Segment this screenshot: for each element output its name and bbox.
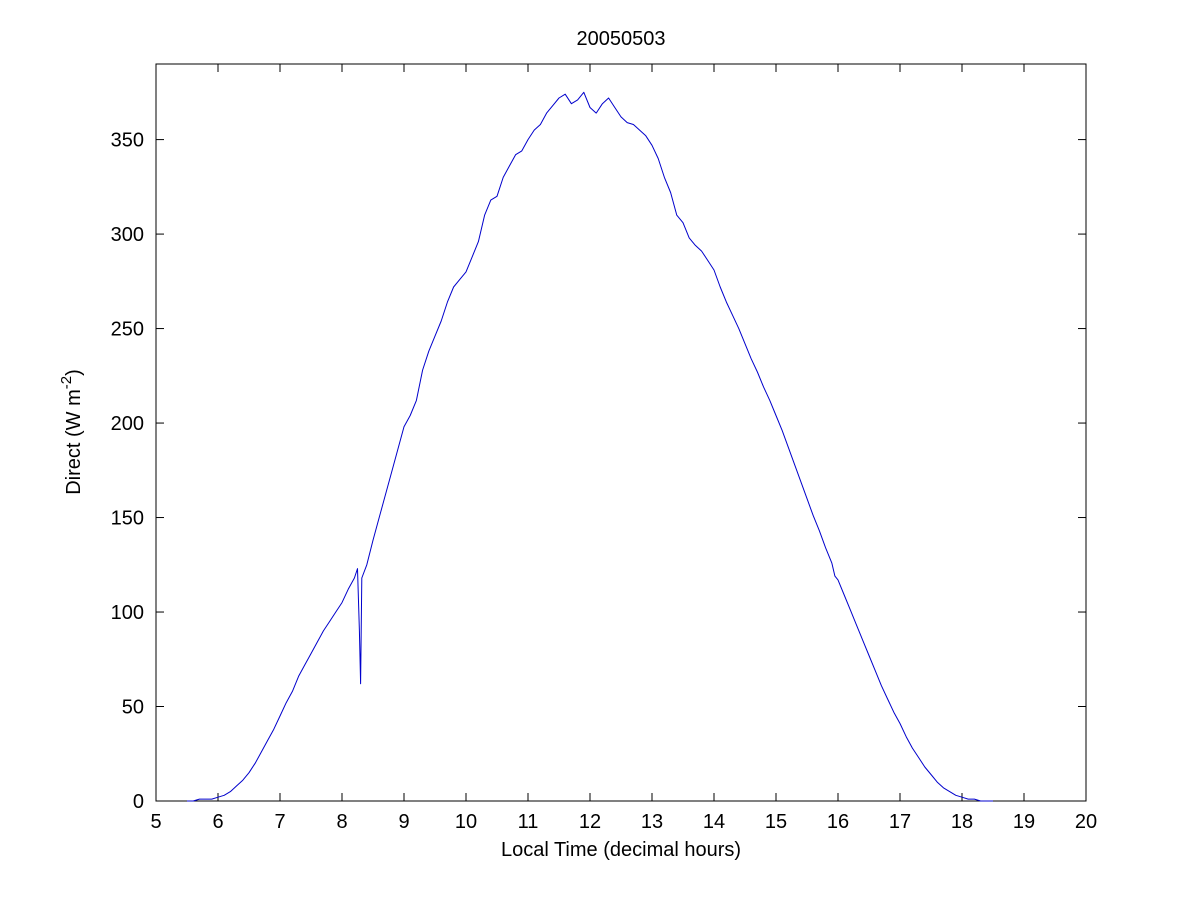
y-label-superscript: -2 (58, 376, 75, 389)
x-tick-label: 12 (579, 811, 601, 833)
y-tick-label: 300 (111, 224, 144, 246)
x-tick-label: 16 (827, 811, 849, 833)
y-tick-label: 0 (133, 791, 144, 813)
x-tick-label: 13 (641, 811, 663, 833)
plot-box (155, 63, 1087, 802)
chart-title: 20050503 (577, 28, 666, 50)
x-tick-label: 17 (889, 811, 911, 833)
x-tick-label: 5 (150, 811, 161, 833)
x-tick-label: 9 (398, 811, 409, 833)
x-tick-label: 20 (1075, 811, 1097, 833)
y-tick-label: 200 (111, 413, 144, 435)
x-tick-label: 10 (455, 811, 477, 833)
y-label-suffix: ) (63, 369, 85, 376)
x-tick-label: 8 (336, 811, 347, 833)
x-tick-label: 11 (518, 811, 539, 833)
x-tick-label: 7 (274, 811, 285, 833)
x-axis-label: Local Time (decimal hours) (501, 839, 741, 861)
y-tick-label: 150 (111, 508, 144, 530)
chart-generated-content: 5 6 7 8 9 10 11 12 13 14 15 16 17 18 19 200501001502002… (111, 64, 1097, 833)
x-tick-label: 19 (1013, 811, 1035, 833)
y-tick-label: 350 (111, 130, 144, 152)
y-tick-label: 50 (122, 697, 144, 719)
data-line (187, 91, 993, 802)
x-tick-label: 15 (765, 811, 787, 833)
x-tick-label: 18 (951, 811, 973, 833)
y-tick-label: 100 (111, 602, 144, 624)
y-axis-label: Direct (W m-2) (58, 369, 85, 495)
x-tick-label: 6 (212, 811, 223, 833)
y-tick-label: 250 (111, 319, 144, 341)
x-tick-label: 14 (703, 811, 725, 833)
y-label-prefix: Direct (W m (63, 389, 85, 495)
